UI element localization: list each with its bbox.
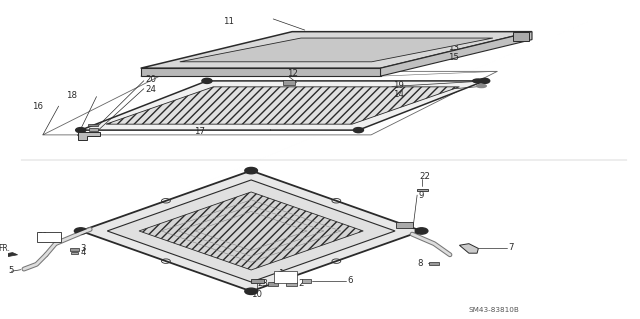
Polygon shape [396,222,413,228]
Polygon shape [283,80,295,85]
Polygon shape [77,132,100,140]
FancyBboxPatch shape [275,271,297,283]
Text: 7: 7 [508,243,513,252]
Polygon shape [460,244,478,253]
Text: SM43-83810B: SM43-83810B [469,308,520,313]
Text: 19: 19 [393,81,404,90]
Text: 10: 10 [251,290,262,299]
Circle shape [415,228,428,234]
Polygon shape [141,68,381,76]
Polygon shape [180,38,493,62]
Polygon shape [108,180,395,282]
Polygon shape [141,32,532,68]
Text: 15: 15 [448,53,459,62]
Polygon shape [89,128,98,131]
Text: 18: 18 [66,92,77,100]
Text: 12: 12 [287,69,298,78]
Polygon shape [381,32,532,76]
Polygon shape [70,248,79,251]
Text: 9: 9 [419,190,424,200]
Polygon shape [417,189,428,191]
Circle shape [245,288,257,294]
Circle shape [353,128,364,133]
Text: 8: 8 [417,259,422,268]
Text: 23: 23 [257,279,268,288]
Text: 16: 16 [32,102,43,111]
Circle shape [479,78,490,84]
Text: 1: 1 [278,269,283,278]
Polygon shape [70,252,78,254]
Text: 22: 22 [420,173,431,182]
Text: 17: 17 [195,127,205,136]
Circle shape [245,167,257,174]
Polygon shape [88,124,99,126]
Polygon shape [268,282,278,286]
Text: 14: 14 [393,90,404,99]
Polygon shape [286,282,297,286]
Text: 11: 11 [223,17,234,26]
Polygon shape [81,171,422,291]
Text: 3: 3 [81,244,86,253]
Text: 13: 13 [448,43,459,52]
Circle shape [74,228,87,234]
Polygon shape [139,192,364,270]
Ellipse shape [473,79,484,83]
Text: 6: 6 [347,276,353,285]
Text: 21: 21 [38,233,49,241]
Polygon shape [81,81,484,130]
Polygon shape [251,279,264,283]
Text: FR.: FR. [0,244,10,253]
Text: 4: 4 [81,249,86,257]
FancyBboxPatch shape [36,232,61,242]
Text: 20: 20 [145,75,156,84]
Polygon shape [0,253,18,260]
Text: 5: 5 [8,266,13,275]
Text: 24: 24 [145,85,156,94]
Polygon shape [106,87,460,124]
Polygon shape [301,278,311,283]
Ellipse shape [477,85,486,87]
Circle shape [202,78,212,84]
Polygon shape [513,32,529,41]
Circle shape [76,128,86,133]
Polygon shape [429,262,439,265]
Text: 2: 2 [298,279,304,288]
